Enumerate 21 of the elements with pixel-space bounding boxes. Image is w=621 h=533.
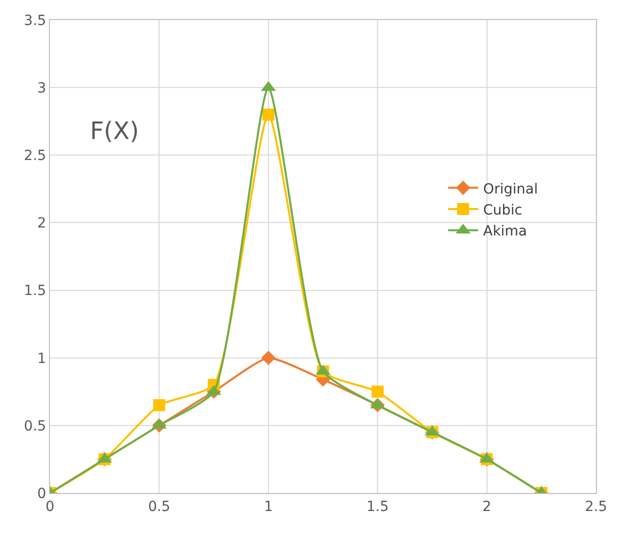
y-tick-label: 0 xyxy=(37,486,46,502)
point xyxy=(261,350,276,366)
y-tick-label: 0.5 xyxy=(24,418,46,434)
annotation: F(X) xyxy=(90,117,139,145)
legend-label: Original xyxy=(483,181,538,198)
y-tick-label: 2 xyxy=(37,216,46,232)
x-tick-label: 1.5 xyxy=(366,498,389,515)
x-tick-label: 2.5 xyxy=(584,498,608,515)
y-tick-label: 3 xyxy=(37,80,46,96)
x-tick-label: 1 xyxy=(264,498,273,515)
point xyxy=(372,386,384,398)
legend-label: Akima xyxy=(483,224,527,240)
point xyxy=(153,399,166,412)
x-tick-label: 2 xyxy=(482,498,492,515)
x-tick-label: 0.5 xyxy=(148,498,170,515)
point xyxy=(262,108,274,121)
y-tick-label: 2.5 xyxy=(24,148,46,164)
y-tick-label: 1 xyxy=(37,350,46,367)
y-tick-label: 1.5 xyxy=(24,283,46,300)
legend-label: Cubic xyxy=(483,202,522,218)
y-tick-label: 3.5 xyxy=(24,12,46,29)
